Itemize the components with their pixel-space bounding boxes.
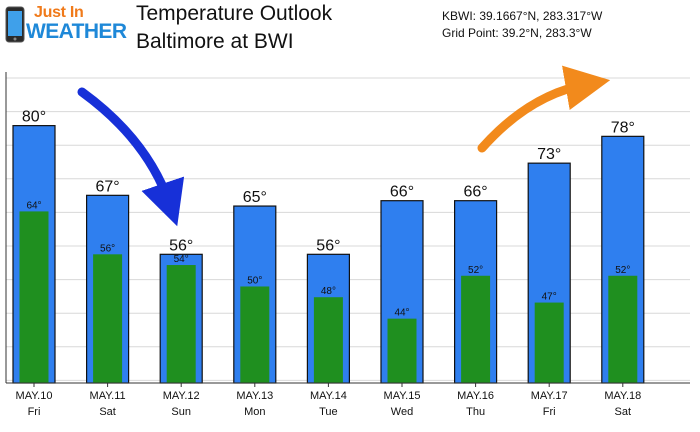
x-tick-label: MAY.15 bbox=[384, 390, 421, 402]
day-label: Sat bbox=[99, 406, 116, 418]
x-tick-label: MAY.11 bbox=[90, 390, 126, 402]
day-label: Fri bbox=[543, 406, 556, 418]
data-labels: 80°64°67°56° 56°54°65°50°56°48°66°44°66°5… bbox=[22, 109, 635, 319]
trend-down-arrow bbox=[77, 87, 185, 227]
header: Just In WEATHER Temperature Outlook Balt… bbox=[0, 0, 700, 70]
x-tick-label: MAY.17 bbox=[531, 390, 568, 402]
high-temp-label: 78° bbox=[611, 119, 635, 136]
day-label: Fri bbox=[28, 406, 41, 418]
high-temp-label: 65° bbox=[243, 189, 267, 206]
x-tick-label: MAY.18 bbox=[604, 390, 641, 402]
x-tick-label: MAY.16 bbox=[457, 390, 494, 402]
high-temp-label: 80° bbox=[22, 109, 46, 126]
low-temp-bar bbox=[461, 275, 491, 383]
x-tick-label: MAY.14 bbox=[310, 390, 347, 402]
day-label: Sun bbox=[171, 406, 191, 418]
high-temp-label: 66° bbox=[390, 184, 414, 201]
trend-up-arrow bbox=[477, 65, 611, 153]
station-coords: KBWI: 39.1667°N, 283.317°W bbox=[442, 9, 603, 23]
low-temp-label: 47° bbox=[542, 292, 557, 303]
low-temp-label: 52° bbox=[615, 265, 630, 276]
x-tick-label: MAY.13 bbox=[236, 390, 273, 402]
phone-icon bbox=[5, 6, 25, 43]
low-temp-bar bbox=[240, 286, 270, 383]
high-temp-label: 66° bbox=[463, 184, 487, 201]
day-label: Sat bbox=[615, 406, 632, 418]
chart-subtitle: Baltimore at BWI bbox=[136, 30, 294, 53]
x-tick-label: MAY.12 bbox=[163, 390, 200, 402]
low-temp-bar bbox=[166, 265, 196, 383]
logo: Just In WEATHER bbox=[0, 2, 128, 48]
high-temp-label: 73° bbox=[537, 146, 561, 163]
high-temp-label: 56° bbox=[169, 237, 193, 254]
day-label: Tue bbox=[319, 406, 338, 418]
x-axis: MAY.10 Fri MAY.11 Sat MAY.12 Sun MAY.13 Mon MAY.… bbox=[5, 72, 690, 418]
low-temp-label: 48° bbox=[321, 286, 336, 297]
low-temp-bar bbox=[534, 302, 564, 383]
low-temp-label: 54° bbox=[174, 254, 189, 265]
day-label: Wed bbox=[391, 406, 413, 418]
day-label: Thu bbox=[466, 406, 485, 418]
high-temp-label: 56° bbox=[316, 237, 340, 254]
chart-title: Temperature Outlook bbox=[136, 2, 333, 25]
low-temp-label: 44° bbox=[394, 308, 409, 319]
low-temp-bar bbox=[93, 254, 123, 383]
logo-text-top: Just In bbox=[34, 4, 84, 21]
low-temp-label: 56° bbox=[100, 243, 115, 254]
logo-text-bottom: WEATHER bbox=[26, 20, 127, 43]
low-temp-label: 50° bbox=[247, 275, 262, 286]
low-temp-bar bbox=[313, 297, 343, 383]
x-tick-label: MAY.10 bbox=[16, 390, 53, 402]
grid-point: Grid Point: 39.2°N, 283.3°W bbox=[442, 26, 592, 40]
low-temp-bar bbox=[608, 275, 638, 383]
day-label: Mon bbox=[244, 406, 265, 418]
high-temp-label: 67° bbox=[95, 178, 119, 195]
low-temp-label: 52° bbox=[468, 265, 483, 276]
low-temp-label: 64° bbox=[26, 200, 41, 211]
low-temp-bar bbox=[387, 318, 417, 383]
low-temp-bar bbox=[19, 211, 49, 383]
